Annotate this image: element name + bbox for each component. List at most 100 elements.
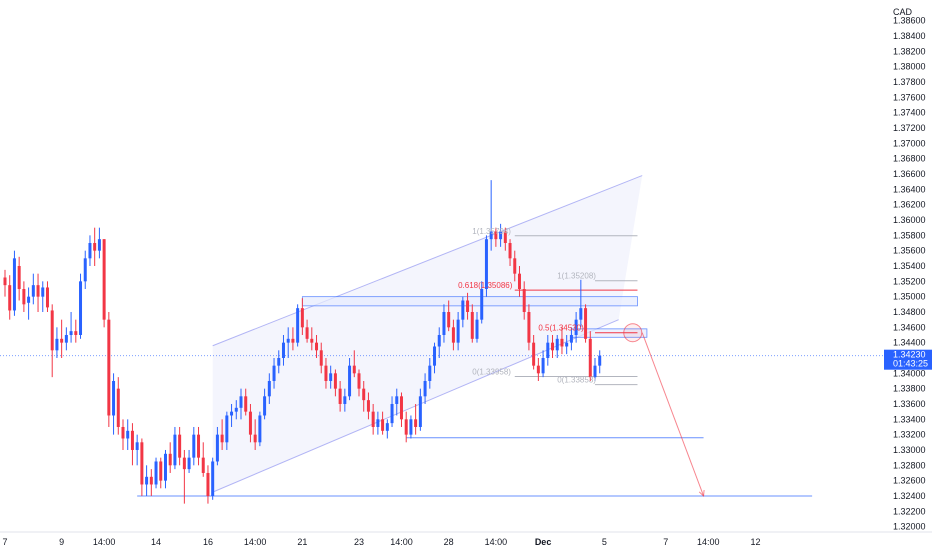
candle-body <box>173 434 177 466</box>
candle <box>513 250 517 282</box>
candle-body <box>163 453 167 481</box>
candle-body <box>484 239 488 289</box>
candle-body <box>371 411 375 427</box>
price-axis-background <box>884 0 932 532</box>
candle-body <box>45 287 49 308</box>
candle-body <box>69 331 73 335</box>
candle-body <box>296 308 300 343</box>
price-tick-label: 1.35600 <box>893 246 926 256</box>
price-axis[interactable]: CAD 1.38600 1.38400 1.38200 1.38000 1.37800 1… <box>884 0 932 532</box>
candle <box>390 396 394 427</box>
candle-body <box>366 400 370 412</box>
candle-body <box>338 388 342 404</box>
candle <box>197 426 201 466</box>
candle-body <box>112 380 116 416</box>
candle <box>253 419 257 450</box>
time-tick-label: 12 <box>750 537 760 547</box>
price-tick-label: 1.32400 <box>893 491 926 501</box>
candle-body <box>291 338 295 343</box>
price-tick-label: 1.36200 <box>893 200 926 210</box>
candle <box>333 369 337 397</box>
time-tick-label: 23 <box>354 537 364 547</box>
price-tick-label: 1.32800 <box>893 460 926 470</box>
candle <box>149 469 153 496</box>
target-arrow-head <box>698 489 705 498</box>
candle <box>593 357 597 381</box>
candle <box>145 465 149 496</box>
candle <box>546 334 550 366</box>
candle-body <box>121 426 125 439</box>
time-tick-label: 14:00 <box>93 537 116 547</box>
price-tick-label: 1.34800 <box>893 307 926 317</box>
candle <box>551 334 555 358</box>
target-arrow-line[interactable] <box>641 332 705 497</box>
candle <box>371 403 375 435</box>
candle-body <box>395 396 399 404</box>
candle-body <box>258 415 262 443</box>
price-tick-label: 1.33600 <box>893 399 926 409</box>
candle <box>489 180 493 251</box>
candle-body <box>277 357 281 366</box>
candle-body <box>513 258 517 274</box>
price-tick-label: 1.37800 <box>893 77 926 87</box>
candle <box>503 227 507 251</box>
candle <box>93 227 97 266</box>
candle-body <box>551 342 555 351</box>
candle <box>267 373 271 404</box>
candle <box>456 311 460 351</box>
candle-body <box>211 461 215 496</box>
candle <box>414 403 418 435</box>
candle <box>329 365 333 389</box>
candle <box>244 388 248 416</box>
time-axis[interactable]: 7 9 14:00 14 16 14:00 21 23 14:00 28 14:00 Dec 5 7 14:… <box>0 531 932 547</box>
candle <box>258 411 262 447</box>
candle <box>536 357 540 381</box>
candles-layer <box>3 180 602 504</box>
candle-body <box>272 365 276 381</box>
candle <box>163 449 167 489</box>
highlight-circle[interactable] <box>623 323 643 343</box>
candle-body <box>74 331 78 335</box>
candle-body <box>79 281 83 335</box>
candle <box>560 327 564 355</box>
candle-body <box>206 472 210 496</box>
candle-body <box>475 319 479 339</box>
candle <box>480 281 484 324</box>
candle-body <box>527 311 531 343</box>
candle <box>300 298 304 335</box>
price-tick-label: 1.38200 <box>893 46 926 56</box>
candle <box>69 311 73 343</box>
candle-body <box>399 396 403 420</box>
candle <box>584 304 588 343</box>
candle <box>348 357 352 401</box>
price-tick-label: 1.36800 <box>893 154 926 164</box>
price-tick-label: 1.33000 <box>893 445 926 455</box>
time-tick-label: 14 <box>151 537 161 547</box>
candle <box>97 227 101 259</box>
candle-body <box>135 442 139 450</box>
candle <box>569 327 573 351</box>
candle-body <box>93 243 97 251</box>
candle-body <box>489 231 493 240</box>
candle-body <box>88 243 92 259</box>
price-zone-0[interactable] <box>301 296 638 307</box>
candle <box>305 319 309 343</box>
candle-body <box>418 396 422 427</box>
candle <box>116 377 120 435</box>
candle-body <box>64 334 68 343</box>
candle <box>461 296 465 328</box>
candle-body <box>310 338 314 343</box>
candle <box>499 223 503 247</box>
candle-body <box>319 350 323 366</box>
time-tick-label: 9 <box>59 537 64 547</box>
candle <box>423 373 427 404</box>
candle <box>112 373 116 435</box>
candle-body <box>503 231 507 244</box>
candle <box>588 331 592 381</box>
candle-body <box>324 365 328 381</box>
channel-upper-line[interactable] <box>212 175 643 347</box>
candle <box>319 342 323 374</box>
candle-body <box>230 411 234 416</box>
